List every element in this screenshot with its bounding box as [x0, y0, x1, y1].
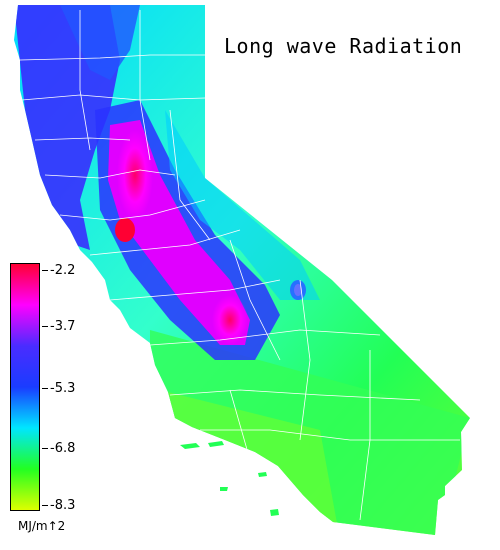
- map-title: Long wave Radiation: [224, 34, 463, 58]
- color-legend-bar: [10, 263, 40, 511]
- legend-units: MJ/m↑2: [18, 519, 66, 533]
- legend-tick-label: -2.2: [50, 263, 76, 278]
- legend-tick: [42, 270, 48, 271]
- channel-islands: [180, 441, 279, 516]
- legend-tick: [42, 388, 48, 389]
- legend-tick-label: -3.7: [50, 319, 76, 334]
- legend-tick-label: -8.3: [50, 498, 76, 513]
- county-boundaries: [19, 10, 460, 521]
- legend-tick-label: -6.8: [50, 441, 76, 456]
- legend-tick: [42, 505, 48, 506]
- legend-tick: [42, 326, 48, 327]
- legend-tick-label: -5.3: [50, 381, 76, 396]
- legend-tick: [42, 448, 48, 449]
